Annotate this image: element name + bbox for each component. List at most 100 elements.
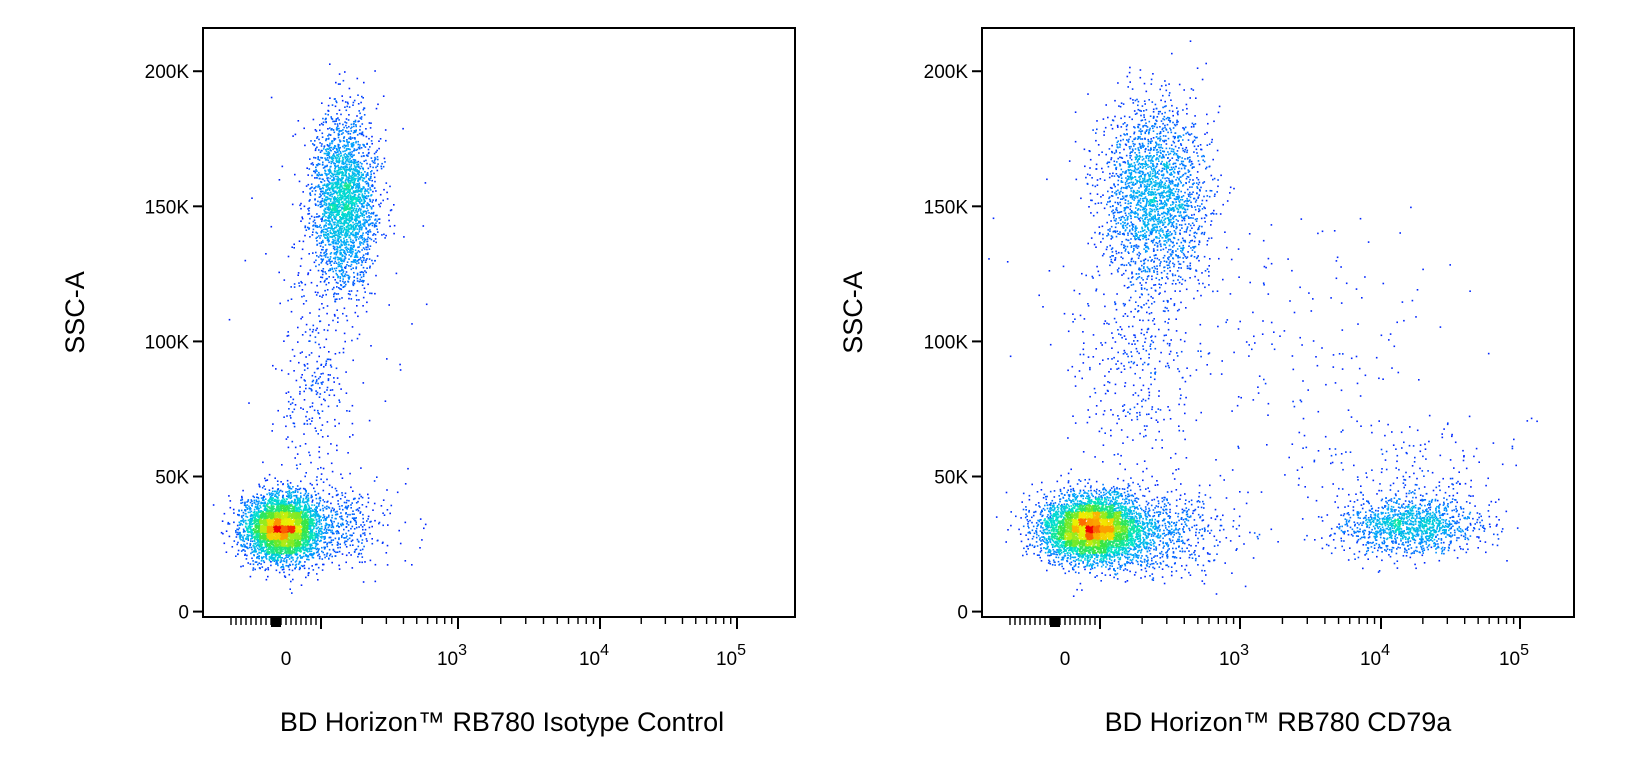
event-point xyxy=(292,578,294,581)
event-point xyxy=(275,521,278,523)
event-point xyxy=(345,546,348,548)
event-point xyxy=(241,523,244,526)
event-point xyxy=(288,539,290,542)
event-point xyxy=(304,519,306,521)
event-point xyxy=(335,517,337,520)
event-point xyxy=(281,529,284,531)
event-point xyxy=(308,543,311,546)
event-point xyxy=(328,541,330,544)
event-point xyxy=(322,507,324,510)
event-point xyxy=(279,552,282,555)
event-point xyxy=(245,513,247,515)
event-point xyxy=(307,543,310,545)
event-point xyxy=(242,549,244,551)
event-point xyxy=(241,498,244,501)
event-point xyxy=(360,495,362,498)
event-point xyxy=(296,524,298,526)
event-point xyxy=(286,543,289,546)
event-point xyxy=(343,542,346,544)
event-point xyxy=(364,528,367,531)
event-point xyxy=(296,558,298,560)
event-point xyxy=(278,521,280,523)
event-point xyxy=(298,501,301,503)
event-point xyxy=(293,530,295,532)
event-point xyxy=(301,539,304,542)
event-point xyxy=(254,551,256,553)
event-point xyxy=(265,510,267,512)
event-point xyxy=(362,517,364,520)
event-point xyxy=(282,546,284,549)
event-point xyxy=(330,531,332,533)
event-point xyxy=(247,562,249,564)
event-point xyxy=(274,521,276,523)
event-point xyxy=(366,540,368,542)
event-point xyxy=(295,494,298,497)
event-point xyxy=(390,504,393,507)
event-point xyxy=(351,539,354,541)
event-point xyxy=(266,548,268,551)
event-point xyxy=(284,531,287,533)
event-point xyxy=(321,569,324,571)
event-point xyxy=(312,539,315,541)
event-point xyxy=(269,520,272,523)
event-point xyxy=(275,563,277,565)
event-point xyxy=(274,559,277,561)
event-point xyxy=(236,524,239,527)
event-point xyxy=(253,545,255,548)
event-point xyxy=(293,526,296,529)
event-point xyxy=(251,500,253,502)
event-point xyxy=(304,530,307,532)
event-point xyxy=(352,532,355,534)
event-point xyxy=(271,532,273,534)
event-point xyxy=(361,556,364,558)
event-point xyxy=(275,546,277,549)
event-point xyxy=(358,493,361,496)
event-point xyxy=(247,499,250,501)
event-point xyxy=(286,535,289,538)
event-point xyxy=(300,520,302,522)
event-point xyxy=(249,575,252,578)
event-point xyxy=(308,508,311,510)
event-point xyxy=(293,514,295,517)
event-point xyxy=(364,561,366,563)
event-point xyxy=(244,501,246,504)
event-point xyxy=(307,498,310,500)
event-point xyxy=(283,525,285,528)
event-point xyxy=(287,547,289,549)
event-point xyxy=(367,209,369,212)
event-point xyxy=(367,493,369,496)
event-point xyxy=(281,523,284,525)
event-point xyxy=(295,519,298,522)
event-point xyxy=(302,544,305,547)
event-point xyxy=(256,518,259,521)
event-point xyxy=(344,492,347,495)
event-point xyxy=(311,547,314,549)
event-point xyxy=(361,496,364,499)
event-point xyxy=(363,532,366,534)
event-point xyxy=(302,538,304,540)
event-point xyxy=(282,504,285,507)
event-point xyxy=(291,569,294,572)
event-point xyxy=(302,531,305,534)
event-point xyxy=(270,514,272,516)
event-point xyxy=(295,548,297,551)
event-point xyxy=(319,497,322,499)
event-point xyxy=(291,513,293,515)
event-point xyxy=(373,480,376,482)
event-point xyxy=(290,545,293,547)
event-point xyxy=(287,502,290,504)
event-point xyxy=(273,542,276,545)
event-point xyxy=(323,538,326,540)
event-point xyxy=(286,512,288,514)
event-point xyxy=(294,491,297,493)
event-point xyxy=(278,490,281,492)
event-point xyxy=(282,497,285,499)
event-point xyxy=(251,531,254,534)
event-point xyxy=(312,518,314,521)
event-point xyxy=(250,533,253,535)
event-point xyxy=(267,568,270,571)
event-point xyxy=(296,504,298,506)
event-point xyxy=(299,522,302,524)
event-point xyxy=(261,514,264,517)
